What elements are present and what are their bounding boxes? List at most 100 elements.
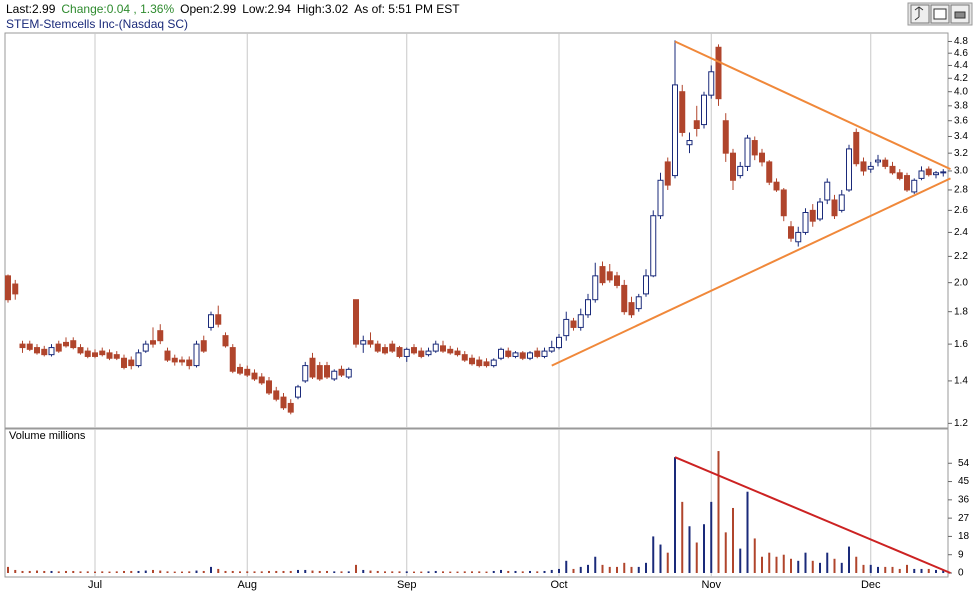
y-tick-label: 3.4 — [954, 131, 968, 142]
volume-bar — [442, 571, 444, 573]
volume-bar — [514, 570, 517, 573]
candle-body — [570, 320, 577, 328]
volume-bar — [72, 570, 75, 573]
candle-body — [606, 271, 613, 281]
y-tick-label: 3.0 — [954, 166, 968, 177]
volume-bar — [645, 562, 647, 573]
volume-bar — [427, 571, 430, 573]
y-tick-label: 54 — [958, 458, 970, 469]
x-tick-label: Sep — [397, 579, 417, 591]
candle-body — [831, 199, 838, 217]
volume-bar — [674, 457, 676, 573]
volume-bar — [485, 571, 488, 573]
candle-body — [751, 140, 758, 156]
candle-body — [498, 348, 504, 359]
y-tick-label: 2.0 — [954, 277, 968, 288]
candle-body — [237, 366, 243, 374]
volume-bar — [906, 564, 908, 573]
candle-body — [824, 181, 831, 201]
volume-bar — [536, 571, 539, 573]
candle-body — [345, 368, 352, 378]
volume-bar — [398, 571, 401, 573]
candle-body — [411, 347, 417, 354]
volume-bar — [877, 566, 879, 573]
volume-bar — [268, 570, 270, 573]
volume-bar — [246, 571, 249, 573]
candle-body — [353, 299, 359, 345]
candle-body — [84, 350, 91, 357]
candle-body — [490, 359, 497, 367]
candle-body — [367, 340, 374, 345]
volume-bar — [543, 570, 546, 573]
candle-body — [324, 365, 330, 378]
candle-body — [599, 266, 606, 284]
candle-body — [432, 343, 439, 352]
volume-bar — [790, 558, 792, 573]
candle-body — [548, 347, 555, 352]
candle-body — [679, 91, 686, 133]
candle-body — [331, 370, 338, 380]
volume-bar — [123, 570, 125, 573]
volume-bar — [898, 568, 901, 573]
volume-bar — [935, 569, 937, 573]
candle-body — [541, 350, 548, 357]
candle-body — [635, 296, 642, 310]
candle-body — [483, 361, 490, 367]
y-tick-label: 1.6 — [954, 339, 968, 350]
candle-body — [454, 350, 461, 356]
candle-body — [592, 275, 599, 301]
candle-body — [26, 343, 33, 350]
volume-bar — [797, 560, 800, 573]
candle-body — [389, 343, 396, 352]
volume-bar — [79, 571, 82, 573]
candle-body — [708, 71, 715, 96]
y-tick-label: 1.2 — [954, 418, 968, 429]
candle-body — [244, 368, 251, 376]
volume-bar — [703, 524, 705, 573]
print-icon — [954, 11, 966, 19]
quote-field: High:3.02 — [297, 2, 349, 16]
candle-body — [621, 284, 628, 313]
candle-body — [19, 343, 26, 349]
y-tick-label: 45 — [958, 476, 970, 487]
candle-body — [577, 314, 584, 328]
volume-bar — [891, 566, 894, 573]
volume-bar — [224, 570, 227, 573]
volume-bar — [86, 571, 89, 573]
volume-bar — [94, 571, 96, 573]
y-tick-label: 2.6 — [954, 205, 968, 216]
candle-body — [121, 357, 127, 368]
volume-bar — [732, 507, 734, 573]
candle-body — [287, 402, 294, 413]
volume-bar — [616, 566, 618, 573]
volume-bar — [710, 501, 713, 573]
candle-body — [251, 372, 258, 380]
candle-body — [686, 140, 693, 146]
candle-body — [55, 343, 62, 352]
volume-bar — [833, 558, 836, 573]
volume-bar — [869, 564, 872, 573]
quote-field: As of: 5:51 PM EST — [354, 2, 460, 16]
candle-body — [309, 357, 316, 378]
refresh-icon — [914, 6, 924, 21]
candle-body — [867, 165, 874, 170]
volume-bar — [666, 552, 669, 573]
volume-bar — [210, 566, 212, 573]
toolbar — [907, 2, 973, 26]
candle-body — [896, 172, 903, 179]
candle-body — [77, 347, 84, 354]
volume-bar — [260, 571, 263, 573]
candle-body — [41, 348, 48, 356]
candle-body — [106, 352, 113, 359]
candle-body — [534, 350, 541, 357]
volume-bar — [282, 570, 285, 573]
candle-body — [440, 345, 446, 352]
candle-body — [773, 181, 780, 191]
volume-bar — [362, 569, 365, 573]
volume-bar — [130, 570, 133, 573]
volume-bar — [275, 570, 278, 573]
candle-body — [113, 354, 120, 359]
volume-bar — [43, 570, 46, 573]
